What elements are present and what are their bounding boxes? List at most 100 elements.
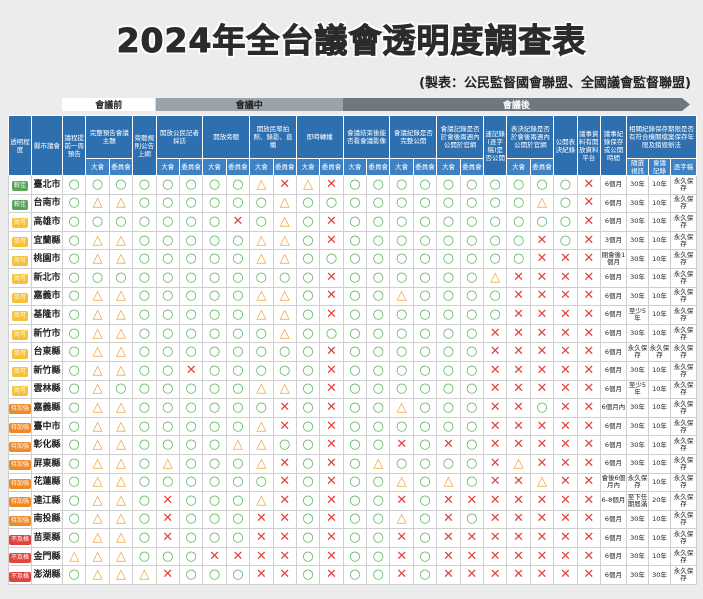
rating: ✕ <box>529 509 555 530</box>
rating: ○ <box>483 193 508 214</box>
rating: ○ <box>366 193 391 214</box>
retention: 6-8個月 <box>599 491 627 511</box>
level-cell: 不及格 <box>8 528 32 548</box>
retention: 10年 <box>647 398 671 418</box>
rating: ○ <box>366 175 391 195</box>
header-row: 透明程度 縣市議會 議程提前一周預告 完整預告會議主題 旁聽規則公告上網 開放公民記者採訪… <box>8 115 698 176</box>
retention: 10年 <box>647 435 671 455</box>
column-header: 完整預告會議主題 <box>85 115 134 159</box>
rating: ✕ <box>576 175 601 195</box>
rating: △ <box>272 305 297 325</box>
retention: 10年 <box>647 416 671 437</box>
rating: ○ <box>132 472 157 493</box>
council-name: 高雄市 <box>31 212 63 232</box>
rating: ○ <box>366 305 391 325</box>
rating: ✕ <box>576 230 601 251</box>
column-header: 開放公民記者採訪 <box>155 115 204 159</box>
rating: ○ <box>366 565 391 586</box>
rating: ○ <box>178 379 204 400</box>
retention: 10年 <box>647 323 671 344</box>
rating: ✕ <box>576 565 601 586</box>
rating: ○ <box>295 286 321 307</box>
rating: ○ <box>342 416 368 437</box>
rating: ✕ <box>483 509 508 530</box>
rating: ○ <box>342 565 368 586</box>
council-name: 花蓮縣 <box>31 472 63 493</box>
rating: ○ <box>342 528 368 548</box>
rating: ○ <box>459 230 485 251</box>
rating: ○ <box>225 249 251 269</box>
table-head: 透明程度 縣市議會 議程提前一周預告 完整預告會議主題 旁聽規則公告上網 開放公民記者採訪… <box>8 115 698 176</box>
retention: 10年 <box>647 509 671 530</box>
phase-label: 會議前 <box>95 99 122 111</box>
rating: ○ <box>389 416 414 437</box>
rating: ○ <box>225 360 251 381</box>
rating: ○ <box>459 286 485 307</box>
rating: ✕ <box>272 491 297 511</box>
rating: ○ <box>155 360 180 381</box>
rating: ○ <box>459 212 485 232</box>
rating: ○ <box>412 267 438 288</box>
rating: ✕ <box>529 565 555 586</box>
retention: 10年 <box>647 175 671 195</box>
column-header: 會議記錄是否於會後兩週內公開於官網 <box>436 115 485 159</box>
level-badge: 待加強 <box>9 497 31 508</box>
rating: ○ <box>412 379 438 400</box>
row: 尚可 嘉義市 ○ △ △ ○ ○ ○ ○ ○ △ △ ○ ✕ ○ ○ △ ○ ○ ○ ○ ✕ ✕ ✕ ✕ 6個月 30年 10年 永久保… <box>8 286 698 307</box>
subcolumn-header: 委員會 <box>319 158 344 176</box>
retention: 永久保存 <box>669 435 698 455</box>
rating: ○ <box>132 193 157 214</box>
retention: 30年 <box>625 323 649 344</box>
rating: ○ <box>506 230 531 251</box>
rating: ○ <box>132 267 157 288</box>
phase-segment <box>155 98 343 111</box>
rating: ✕ <box>529 342 555 362</box>
rating: △ <box>249 379 274 400</box>
retention: 30年 <box>625 230 649 251</box>
title: 2024年全台議會透明度調查表 <box>116 21 587 61</box>
rating: ○ <box>459 175 485 195</box>
rating: ○ <box>459 509 485 530</box>
rating: ✕ <box>319 565 344 586</box>
rating: ✕ <box>436 509 461 530</box>
rating: ✕ <box>529 528 555 548</box>
rating: ○ <box>155 435 180 455</box>
rating: ○ <box>436 342 461 362</box>
rating: △ <box>108 546 134 567</box>
rating: ○ <box>178 230 204 251</box>
retention: 永久保存 <box>669 323 698 344</box>
rating: ○ <box>506 175 531 195</box>
rating: △ <box>108 249 134 269</box>
rating: ✕ <box>155 565 180 586</box>
retention: 至少5年 <box>625 305 649 325</box>
rating: ○ <box>342 379 368 400</box>
subcolumn-header: 逐字稿 <box>669 158 698 176</box>
rating: ○ <box>132 360 157 381</box>
rating: ○ <box>202 175 227 195</box>
rating: ○ <box>506 193 531 214</box>
retention: 30年 <box>625 286 649 307</box>
rating: ○ <box>459 472 485 493</box>
rating: ✕ <box>319 212 344 232</box>
rating: ✕ <box>272 546 297 567</box>
rating: ✕ <box>319 472 344 493</box>
council-name: 屏東縣 <box>31 453 63 474</box>
rating: ✕ <box>272 509 297 530</box>
rating: ✕ <box>529 230 555 251</box>
rating: ○ <box>529 212 555 232</box>
rating: ✕ <box>529 267 555 288</box>
retention: 永久保存 <box>669 416 698 437</box>
retention: 至少5年 <box>625 379 649 400</box>
rating: ✕ <box>529 379 555 400</box>
rating: ○ <box>506 212 531 232</box>
level-badge: 待加強 <box>9 423 31 434</box>
rating: △ <box>85 193 110 214</box>
rating: ○ <box>155 305 180 325</box>
rating: ○ <box>295 453 321 474</box>
rating: ✕ <box>576 249 601 269</box>
retention: 6個月 <box>599 323 627 344</box>
level-badge: 較佳 <box>11 181 28 192</box>
rating: △ <box>249 491 274 511</box>
subcolumn-header: 大會 <box>342 158 368 176</box>
row: 待加強 彰化縣 ○ △ △ ○ ○ ○ ○ △ △ ○ ○ ✕ ○ ○ ✕ ○ ✕ ○ ✕ ✕ ✕ ✕ ✕ 6個月 30年 10年 永久… <box>8 435 698 455</box>
